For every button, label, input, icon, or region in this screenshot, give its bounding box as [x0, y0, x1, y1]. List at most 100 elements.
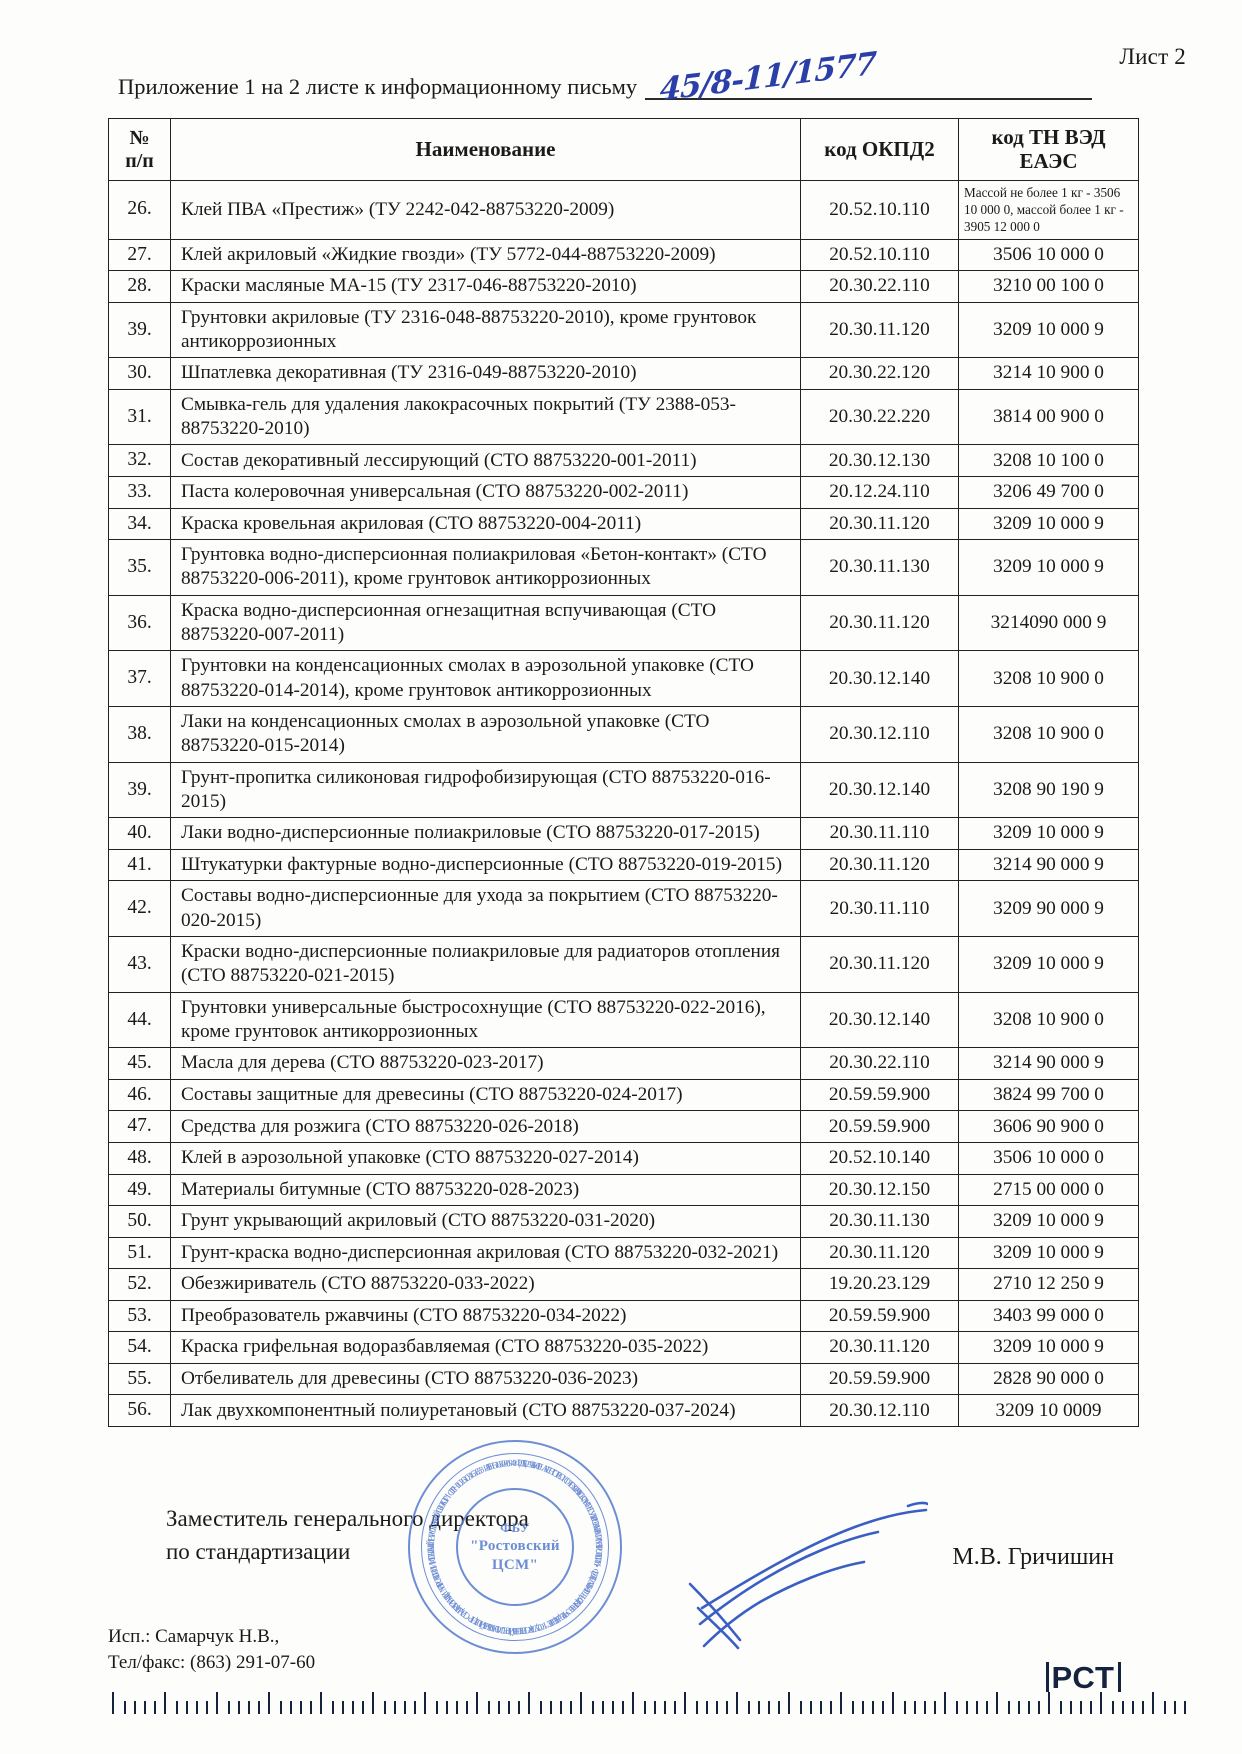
table-row: 39. Грунт-пропитка силиконовая гидрофобиз…: [108, 761, 1139, 819]
row-okpd-code: 20.12.24.110: [800, 476, 959, 509]
ruler-tick: [456, 1701, 458, 1714]
row-tnved-code: 3208 10 100 0: [958, 444, 1139, 477]
ruler-tick: [1164, 1701, 1166, 1714]
ruler-tick: [716, 1701, 718, 1714]
row-okpd-code: 20.30.11.130: [800, 539, 959, 596]
ruler-tick: [466, 1701, 468, 1714]
ruler-tick: [1090, 1701, 1092, 1714]
ruler-tick: [310, 1701, 312, 1714]
ruler-tick: [144, 1701, 146, 1714]
ruler-tick: [206, 1701, 208, 1714]
row-number: 31.: [108, 388, 171, 446]
ruler-tick: [362, 1701, 364, 1714]
table-row: 54. Краска грифельная водоразбавляемая (С…: [108, 1331, 1139, 1364]
row-tnved-code: 2828 90 000 0: [958, 1362, 1139, 1396]
row-number: 45.: [108, 1047, 171, 1080]
ruler-tick: [840, 1692, 842, 1714]
rst-logo-bar-right: [1118, 1662, 1121, 1692]
ruler-tick: [592, 1701, 594, 1714]
ruler-tick: [528, 1692, 530, 1714]
row-product-name: Клей ПВА «Престиж» (ТУ 2242-042-88753220…: [170, 180, 801, 240]
products-table: № п/п Наименование код ОКПД2 код ТН ВЭД …: [108, 117, 1139, 1427]
row-number: 34.: [108, 507, 171, 541]
ruler-tick: [820, 1701, 822, 1714]
ruler-tick: [1028, 1701, 1030, 1714]
row-number: 50.: [108, 1205, 171, 1238]
stamp-center: ФБУ "Ростовский ЦСМ": [456, 1488, 574, 1606]
row-number: 39.: [108, 761, 171, 819]
products-table-wrap: № п/п Наименование код ОКПД2 код ТН ВЭД …: [108, 117, 1139, 1427]
ruler-tick: [800, 1701, 802, 1714]
row-okpd-code: 20.30.12.140: [800, 761, 959, 819]
table-row: 32. Состав декоративный лессирующий (СТО …: [108, 444, 1139, 477]
row-product-name: Краска грифельная водоразбавляемая (СТО …: [170, 1331, 801, 1364]
row-okpd-code: 20.30.11.110: [800, 817, 959, 850]
ruler-tick: [186, 1701, 188, 1714]
row-okpd-code: 20.30.22.220: [800, 388, 959, 446]
bottom-tick-ruler: [112, 1688, 1190, 1714]
ruler-tick: [154, 1701, 156, 1714]
row-tnved-code: Массой не более 1 кг - 3506 10 000 0, ма…: [958, 180, 1139, 240]
row-number: 32.: [108, 444, 171, 477]
sheet-label: Лист 2: [1119, 44, 1186, 69]
ruler-tick: [446, 1701, 448, 1714]
ruler-tick: [1080, 1701, 1082, 1714]
table-row: 33. Паста колеровочная универсальная (СТО…: [108, 476, 1139, 509]
row-tnved-code: 3209 10 000 9: [958, 936, 1139, 993]
row-number: 56.: [108, 1394, 171, 1427]
ruler-tick: [966, 1701, 968, 1714]
ruler-tick: [476, 1692, 478, 1714]
row-number: 26.: [108, 180, 171, 240]
row-okpd-code: 20.30.11.130: [800, 1205, 959, 1238]
row-product-name: Краска кровельная акриловая (СТО 8875322…: [170, 507, 801, 541]
ruler-tick: [384, 1701, 386, 1714]
executor-info: Исп.: Самарчук Н.В., Тел/факс: (863) 291…: [108, 1624, 315, 1675]
table-row: 46. Составы защитные для древесины (СТО 8…: [108, 1078, 1139, 1112]
row-tnved-code: 3206 49 700 0: [958, 476, 1139, 509]
row-tnved-code: 3214090 000 9: [958, 594, 1139, 652]
col-header-tnved: код ТН ВЭД ЕАЭС: [958, 117, 1139, 182]
ruler-tick: [644, 1701, 646, 1714]
row-okpd-code: 20.59.59.900: [800, 1299, 959, 1333]
table-row: 38. Лаки на конденсационных смолах в аэро…: [108, 706, 1139, 763]
row-product-name: Грунт укрывающий акриловый (СТО 88753220…: [170, 1205, 801, 1238]
ruler-tick: [632, 1692, 634, 1714]
row-tnved-code: 3214 90 000 9: [958, 848, 1139, 882]
ruler-tick: [320, 1692, 322, 1714]
row-okpd-code: 20.30.12.140: [800, 650, 959, 707]
ruler-tick: [176, 1701, 178, 1714]
ruler-tick: [654, 1701, 656, 1714]
row-okpd-code: 20.52.10.110: [800, 180, 959, 240]
row-tnved-code: 3209 10 000 9: [958, 817, 1139, 850]
row-tnved-code: 3208 90 190 9: [958, 761, 1139, 819]
ruler-tick: [342, 1701, 344, 1714]
ruler-tick: [986, 1701, 988, 1714]
row-product-name: Краска водно-дисперсионная огнезащитная …: [170, 594, 801, 652]
table-row: 53. Преобразователь ржавчины (СТО 8875322…: [108, 1299, 1139, 1333]
ruler-tick: [124, 1701, 126, 1714]
table-body: 26. Клей ПВА «Престиж» (ТУ 2242-042-88753…: [108, 180, 1139, 1427]
ruler-tick: [810, 1701, 812, 1714]
row-number: 48.: [108, 1141, 171, 1175]
row-product-name: Грунтовки на конденсационных смолах в аэ…: [170, 650, 801, 707]
row-tnved-code: 3209 10 000 9: [958, 539, 1139, 596]
row-product-name: Составы защитные для древесины (СТО 8875…: [170, 1078, 801, 1112]
row-number: 52.: [108, 1268, 171, 1301]
ruler-tick: [924, 1701, 926, 1714]
ruler-tick: [424, 1692, 426, 1714]
row-number: 40.: [108, 817, 171, 850]
ruler-tick: [498, 1701, 500, 1714]
row-product-name: Паста колеровочная универсальная (СТО 88…: [170, 476, 801, 509]
row-tnved-code: 3814 00 900 0: [958, 388, 1139, 446]
ruler-tick: [1112, 1701, 1114, 1714]
ruler-tick: [862, 1701, 864, 1714]
ruler-tick: [602, 1701, 604, 1714]
row-number: 41.: [108, 848, 171, 882]
executor-name: Исп.: Самарчук Н.В.,: [108, 1626, 280, 1647]
row-okpd-code: 20.30.11.110: [800, 880, 959, 937]
row-okpd-code: 20.30.11.120: [800, 1331, 959, 1364]
stamp-line3: ЦСМ": [491, 1557, 539, 1573]
table-row: 40. Лаки водно-дисперсионные полиакриловы…: [108, 817, 1139, 850]
table-row: 52. Обезжириватель (СТО 88753220-033-2022…: [108, 1268, 1139, 1301]
